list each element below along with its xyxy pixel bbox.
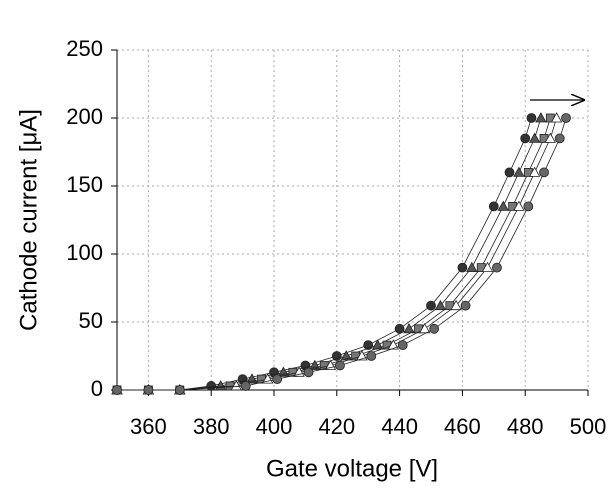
marker — [513, 166, 525, 177]
marker — [528, 132, 541, 143]
marker — [528, 166, 541, 177]
marker — [544, 132, 556, 143]
marker — [387, 339, 399, 350]
x-tick-label: 380 — [193, 414, 230, 439]
marker — [488, 201, 499, 212]
marker — [426, 300, 436, 311]
x-tick-label: 480 — [507, 414, 544, 439]
marker — [272, 374, 283, 385]
marker — [497, 200, 509, 211]
y-tick-label: 50 — [79, 308, 103, 333]
marker — [335, 360, 345, 371]
x-tick-label: 460 — [444, 414, 481, 439]
marker — [206, 381, 217, 391]
marker — [230, 380, 242, 391]
x-axis-title: Gate voltage [V] — [266, 455, 438, 482]
marker — [526, 113, 537, 123]
marker — [492, 262, 502, 273]
marker — [520, 133, 531, 144]
y-tick-label: 150 — [66, 172, 103, 197]
marker — [460, 300, 471, 311]
marker — [481, 261, 494, 272]
marker — [539, 167, 549, 178]
y-tick-label: 0 — [91, 376, 103, 401]
marker — [403, 322, 415, 334]
marker — [457, 262, 468, 273]
y-tick-label: 200 — [66, 104, 103, 129]
x-tick-label: 420 — [318, 414, 355, 439]
marker — [419, 322, 431, 334]
y-axis-title: Cathode current [μA] — [15, 109, 42, 331]
x-tick-label: 400 — [256, 414, 293, 439]
x-tick-label: 500 — [570, 414, 607, 439]
marker — [554, 133, 565, 144]
series-line — [117, 117, 532, 391]
y-tick-label: 100 — [66, 240, 103, 265]
marker — [143, 385, 154, 395]
marker — [450, 299, 462, 311]
marker — [466, 261, 478, 272]
y-tick-label: 250 — [66, 36, 103, 61]
marker — [371, 339, 384, 350]
series-line — [117, 117, 567, 391]
marker — [240, 381, 251, 391]
series — [112, 113, 571, 395]
marker — [561, 113, 571, 123]
marker — [174, 385, 185, 395]
marker — [397, 340, 408, 351]
marker — [303, 367, 314, 378]
marker — [429, 323, 440, 334]
marker — [513, 200, 525, 211]
x-tick-label: 440 — [381, 414, 418, 439]
marker — [550, 112, 563, 123]
marker — [523, 201, 534, 212]
x-tick-label: 360 — [130, 414, 167, 439]
marker — [434, 299, 447, 311]
marker — [535, 112, 547, 123]
marker — [366, 351, 377, 361]
marker — [112, 385, 122, 395]
marker — [504, 167, 515, 178]
